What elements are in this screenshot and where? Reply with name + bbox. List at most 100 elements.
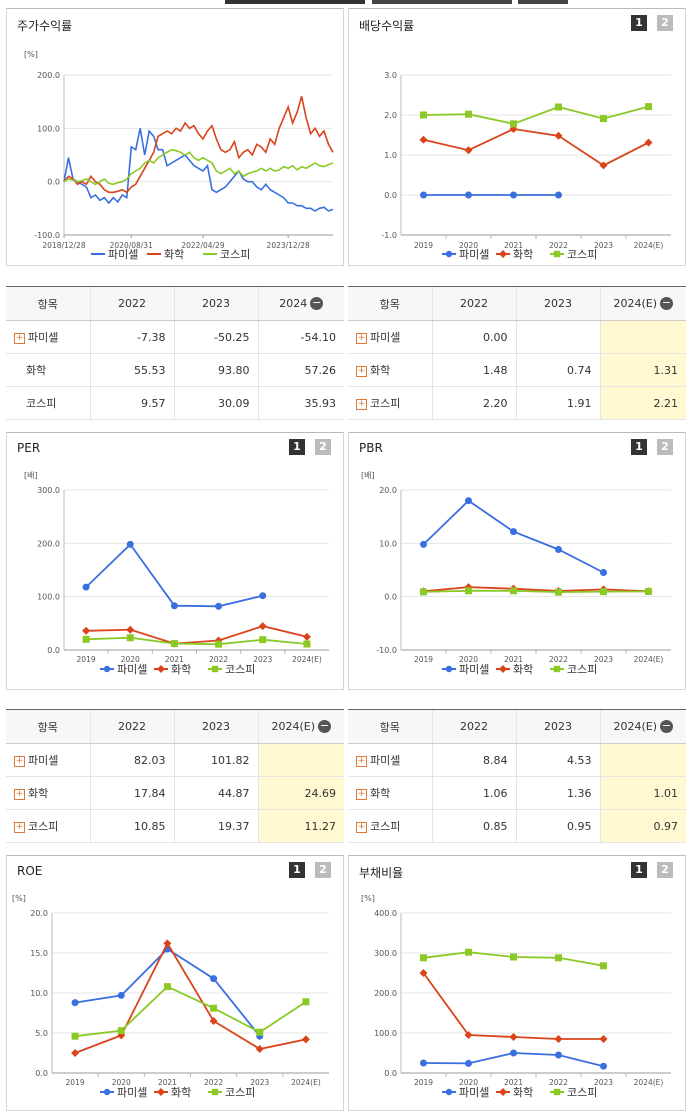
data-point-pharmicell bbox=[117, 991, 125, 999]
collapse-icon[interactable]: − bbox=[310, 296, 324, 311]
expand-icon[interactable]: + bbox=[356, 755, 367, 767]
header-year: 2024(E) − bbox=[257, 709, 344, 744]
legend-marker-kospi bbox=[553, 250, 561, 258]
view-2-button[interactable]: 2 bbox=[315, 439, 331, 455]
data-point-chem bbox=[419, 135, 428, 144]
top-tab-2[interactable] bbox=[372, 0, 512, 4]
data-point-chem bbox=[214, 636, 223, 645]
view-1-button[interactable]: 1 bbox=[631, 439, 647, 455]
row-label: 코스피 bbox=[28, 820, 59, 833]
data-point-kospi bbox=[210, 1004, 218, 1012]
expand-icon[interactable]: + bbox=[14, 755, 25, 767]
panel-title: 부채비율 bbox=[359, 866, 404, 880]
table-row: + 파미셀 -7.38 -50.25 -54.10 bbox=[6, 320, 344, 354]
y-tick-label: 1.0 bbox=[384, 151, 397, 160]
header-label: 2024(E) bbox=[271, 719, 316, 733]
table-row: + 코스피 2.20 1.91 2.21 bbox=[348, 386, 686, 420]
x-tick-label: 2020 bbox=[121, 655, 140, 664]
per-panel: PER 1 2 [배] 300.0 200.0 100.0 0.0 2019 2020 202… bbox=[6, 432, 344, 690]
collapse-icon[interactable]: − bbox=[660, 296, 674, 311]
expand-icon[interactable]: + bbox=[356, 821, 367, 833]
data-point-chem bbox=[464, 146, 473, 155]
y-unit-label: [%] bbox=[24, 50, 38, 59]
view-1-button[interactable]: 1 bbox=[631, 862, 647, 878]
expand-icon[interactable]: + bbox=[14, 788, 25, 800]
collapse-icon[interactable]: − bbox=[318, 719, 332, 734]
y-unit-label: [%] bbox=[361, 894, 375, 903]
panel-title: PBR bbox=[359, 441, 383, 455]
row-label: 화학 bbox=[370, 787, 391, 800]
view-2-button[interactable]: 2 bbox=[657, 15, 673, 31]
legend-marker-pharmicell bbox=[103, 665, 111, 673]
header-label: 2023 bbox=[544, 720, 572, 733]
legend-label-pharmicell: 파미셀 bbox=[117, 663, 147, 676]
cell-value: 30.09 bbox=[173, 386, 258, 420]
data-point-chem bbox=[302, 632, 311, 641]
table-row: + 화학 1.48 0.74 1.31 bbox=[348, 353, 686, 387]
series-line-kospi bbox=[423, 105, 649, 125]
legend-marker-chem bbox=[157, 1088, 165, 1096]
legend-label-kospi: 코스피 bbox=[567, 663, 597, 676]
legend-marker-kospi bbox=[211, 1088, 219, 1096]
legend-label-pharmicell: 파미셀 bbox=[459, 663, 489, 676]
cell-value: 0.95 bbox=[515, 809, 600, 843]
cell-value: 101.82 bbox=[173, 743, 258, 777]
row-name: + 파미셀 bbox=[6, 743, 90, 777]
view-1-button[interactable]: 1 bbox=[631, 15, 647, 31]
view-1-button[interactable]: 1 bbox=[289, 439, 305, 455]
cell-value bbox=[599, 743, 686, 777]
x-tick-label: 2023 bbox=[253, 655, 272, 664]
header-year: 2024(E) − bbox=[599, 286, 686, 321]
table-row: + 파미셀 8.84 4.53 bbox=[348, 743, 686, 777]
panel-title: ROE bbox=[17, 864, 43, 878]
view-2-button[interactable]: 2 bbox=[315, 862, 331, 878]
x-tick-label: 2020/08/31 bbox=[110, 241, 153, 250]
data-point-kospi bbox=[600, 962, 607, 970]
top-tab-3[interactable] bbox=[518, 0, 568, 4]
data-point-pharmicell bbox=[126, 540, 134, 548]
pbr-chart: [배] 20.0 10.0 0.0 -10.0 2019 2020 2021 2022 2023 2… bbox=[361, 471, 671, 676]
header-year: 2024(E) − bbox=[599, 709, 686, 744]
collapse-icon[interactable]: − bbox=[660, 719, 674, 734]
legend-label-pharmicell: 파미셀 bbox=[108, 248, 138, 261]
view-2-button[interactable]: 2 bbox=[657, 862, 673, 878]
data-point-chem bbox=[464, 1031, 473, 1039]
header-year: 2022 bbox=[89, 286, 174, 321]
panel-title: 주가수익률 bbox=[17, 19, 73, 33]
legend-label-pharmicell: 파미셀 bbox=[459, 248, 489, 261]
data-point-pharmicell bbox=[510, 528, 517, 536]
data-point-kospi bbox=[117, 1027, 125, 1035]
y-tick-label: 200.0 bbox=[37, 539, 60, 548]
debt-chart: [%] 400.0 300.0 200.0 100.0 0.0 2019 2020 2021 20… bbox=[361, 894, 671, 1099]
expand-icon[interactable]: + bbox=[14, 332, 25, 344]
data-point-pharmicell bbox=[420, 191, 427, 199]
expand-icon[interactable]: + bbox=[356, 365, 367, 377]
view-2-button[interactable]: 2 bbox=[657, 439, 673, 455]
data-point-kospi bbox=[510, 120, 517, 128]
header-label: 2022 bbox=[118, 720, 146, 733]
x-tick-label: 2019 bbox=[414, 655, 433, 664]
row-name: + 코스피 bbox=[348, 809, 432, 843]
data-point-chem bbox=[163, 939, 172, 948]
legend-marker-kospi bbox=[553, 665, 561, 673]
cell-value: -7.38 bbox=[89, 320, 174, 354]
expand-icon[interactable]: + bbox=[356, 332, 367, 344]
series-line-kospi bbox=[63, 148, 334, 186]
cell-value bbox=[599, 320, 686, 354]
legend-label-chem: 화학 bbox=[171, 1086, 191, 1099]
expand-icon[interactable]: + bbox=[356, 398, 367, 410]
x-tick-label: 2022 bbox=[209, 655, 228, 664]
y-tick-label: 0.0 bbox=[47, 646, 60, 655]
x-tick-label: 2023 bbox=[594, 1078, 613, 1087]
data-point-pharmicell bbox=[215, 602, 223, 610]
data-point-chem bbox=[419, 969, 428, 977]
row-name: 코스피 bbox=[6, 386, 90, 420]
data-point-kospi bbox=[256, 1028, 264, 1036]
view-1-button[interactable]: 1 bbox=[289, 862, 305, 878]
row-name: 화학 bbox=[6, 353, 90, 387]
top-tab-1[interactable] bbox=[225, 0, 365, 4]
expand-icon[interactable]: + bbox=[14, 821, 25, 833]
header-year: 2022 bbox=[89, 709, 174, 744]
y-unit-label: [배] bbox=[361, 471, 375, 480]
expand-icon[interactable]: + bbox=[356, 788, 367, 800]
